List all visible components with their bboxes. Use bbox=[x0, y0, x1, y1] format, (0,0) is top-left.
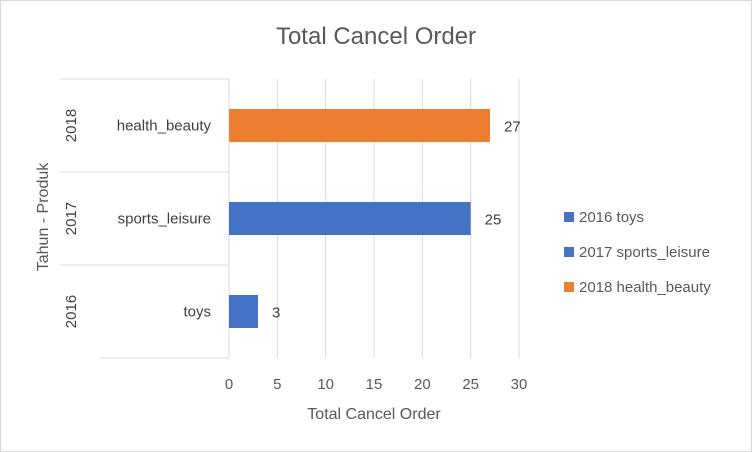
year-label-2016: 2016 bbox=[63, 295, 80, 328]
x-tick-label: 0 bbox=[225, 376, 233, 393]
category-labels: toys 2016 sports_leisure 2017 health_beauty 2… bbox=[63, 109, 211, 328]
bar-2016 bbox=[229, 295, 258, 328]
x-tick-label: 25 bbox=[462, 376, 479, 393]
legend-swatch bbox=[564, 247, 574, 257]
product-label-2017: sports_leisure bbox=[118, 211, 211, 228]
bars bbox=[229, 109, 490, 328]
product-label-2016: toys bbox=[183, 304, 211, 321]
bar-2018 bbox=[229, 109, 490, 142]
legend-entry: 2017 sports_leisure bbox=[579, 244, 710, 261]
legend-swatch bbox=[564, 282, 574, 292]
year-label-2018: 2018 bbox=[63, 109, 80, 142]
x-tick-label: 20 bbox=[414, 376, 431, 393]
data-label-2018: 27 bbox=[504, 119, 521, 136]
data-label-2017: 25 bbox=[485, 212, 502, 229]
legend: 2016 toys 2017 sports_leisure 2018 health_… bbox=[564, 209, 711, 296]
x-tick-label: 5 bbox=[273, 376, 281, 393]
x-tick-labels: 0 5 10 15 20 25 30 bbox=[225, 376, 528, 393]
data-labels: 3 25 27 bbox=[272, 119, 521, 322]
x-axis-title: Total Cancel Order bbox=[307, 406, 441, 423]
y-axis-title: Tahun - Produk bbox=[35, 162, 52, 272]
legend-entry: 2018 health_beauty bbox=[579, 279, 711, 296]
x-tick-label: 30 bbox=[511, 376, 528, 393]
x-tick-label: 15 bbox=[366, 376, 383, 393]
legend-entry: 2016 toys bbox=[579, 209, 644, 226]
product-label-2018: health_beauty bbox=[117, 118, 212, 135]
year-label-2017: 2017 bbox=[63, 202, 80, 235]
data-label-2016: 3 bbox=[272, 305, 280, 322]
x-tick-label: 10 bbox=[317, 376, 334, 393]
legend-swatch bbox=[564, 212, 574, 222]
bar-2017 bbox=[229, 202, 471, 235]
chart-title: Total Cancel Order bbox=[276, 23, 476, 50]
